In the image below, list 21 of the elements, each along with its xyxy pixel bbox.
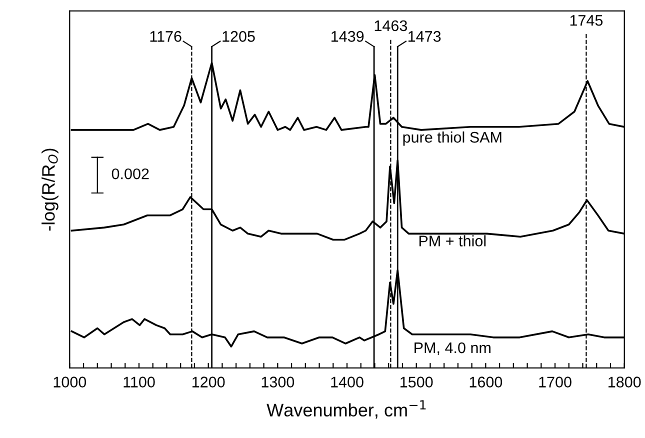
ref-line-label: 1205	[222, 31, 255, 42]
ref-line-label: 1176	[150, 31, 182, 42]
series-label: pure thiol SAM	[403, 131, 502, 146]
x-axis-title: Wavenumber, cm$^{−1}$	[266, 400, 426, 419]
y-axis-title: -log(R/R$_{O}$)	[42, 148, 58, 231]
x-tick-label: 1200	[192, 376, 225, 388]
x-tick-label: 1000	[54, 376, 86, 388]
series-label: PM + thiol	[419, 235, 486, 246]
x-tick-label: 1400	[331, 376, 364, 388]
series-label: PM, 4.0 nm	[414, 342, 490, 356]
x-tick-label: 1700	[539, 376, 572, 388]
ref-line-label: 1745	[570, 15, 603, 26]
x-tick-label: 1300	[262, 376, 294, 388]
ref-line-label: 1463	[374, 20, 408, 32]
x-tick-label: 1100	[124, 376, 155, 388]
annotation: 0.002	[112, 168, 149, 180]
x-tick-label: 1600	[470, 376, 502, 388]
ref-line-label: 1473	[408, 31, 441, 42]
ref-line-label: 1439	[332, 31, 364, 42]
x-tick-label: 1800	[608, 376, 641, 388]
x-tick-label: 1500	[400, 376, 433, 388]
